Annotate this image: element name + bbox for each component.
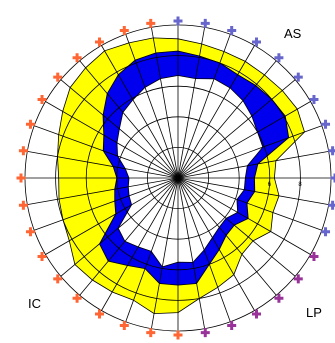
spoke-13 (177, 177, 296, 277)
spoke-14 (177, 177, 277, 296)
marker-as-3 (252, 37, 261, 47)
spoke-1 (177, 27, 205, 179)
marker-as-6 (309, 95, 319, 104)
spoke-33 (101, 45, 179, 179)
marker-as-2 (227, 25, 237, 35)
spoke-11 (177, 177, 322, 231)
spoke-35 (151, 27, 179, 179)
marker-ic-5 (53, 274, 63, 284)
marker-as-0 (173, 16, 183, 26)
marker-as-7 (321, 119, 331, 129)
marker-ic-7 (25, 227, 35, 237)
spoke-16 (177, 177, 231, 322)
marker-ic-10 (18, 146, 28, 156)
spoke-10 (177, 177, 329, 205)
marker-ic-6 (37, 252, 47, 261)
spoke-23 (60, 177, 179, 277)
spoke-28 (27, 151, 179, 179)
region-label-ic: IC (28, 296, 41, 311)
spoke-22 (79, 177, 179, 296)
spoke-20 (125, 177, 179, 322)
marker-as-10 (328, 200, 335, 210)
spoke-29 (34, 125, 179, 179)
marker-ic-12 (37, 95, 47, 104)
marker-ic-16 (119, 25, 129, 35)
marker-ic-11 (25, 119, 35, 129)
tick-label-1: 8 (298, 182, 302, 188)
spoke-7 (177, 125, 322, 179)
marker-ic-9 (16, 173, 26, 183)
spoke-2 (177, 34, 231, 179)
spoke-17 (177, 177, 205, 329)
axis-markers (16, 16, 335, 340)
spoke-19 (151, 177, 179, 329)
marker-ic-0 (173, 330, 183, 340)
spoke-25 (34, 177, 179, 231)
marker-ic-14 (72, 53, 82, 63)
marker-ic-13 (53, 72, 63, 82)
spoke-21 (101, 177, 179, 311)
marker-ic-15 (95, 37, 104, 47)
spoke-4 (177, 60, 277, 179)
marker-ic-8 (18, 200, 28, 210)
spoke-3 (177, 45, 255, 179)
marker-lp-2 (274, 293, 284, 303)
marker-lp-3 (252, 309, 261, 319)
spoke-26 (27, 177, 179, 205)
region-label-as: AS (284, 26, 302, 41)
marker-ic-1 (146, 328, 156, 338)
spoke-15 (177, 177, 255, 311)
spoke-5 (177, 79, 296, 179)
marker-as-11 (321, 227, 331, 237)
marker-lp-5 (200, 328, 210, 338)
marker-ic-17 (146, 18, 156, 28)
spoke-34 (125, 34, 179, 179)
spoke-6 (177, 101, 311, 179)
marker-lp-1 (293, 274, 303, 284)
spoke-32 (79, 60, 179, 179)
marker-as-8 (328, 146, 335, 156)
marker-ic-2 (119, 321, 129, 331)
marker-as-1 (200, 18, 210, 28)
spoke-8 (177, 151, 329, 179)
marker-ic-3 (95, 309, 104, 319)
region-label-lp: LP (306, 305, 322, 320)
spoke-31 (60, 79, 179, 179)
marker-ic-4 (72, 293, 82, 303)
marker-lp-0 (309, 252, 319, 261)
polar-grid (24, 24, 332, 332)
marker-as-5 (293, 72, 303, 82)
tick-label-0: 6 (268, 182, 272, 188)
spoke-12 (177, 177, 311, 255)
marker-as-4 (274, 53, 284, 63)
marker-lp-4 (227, 321, 237, 331)
spoke-24 (45, 177, 179, 255)
marker-as-9 (330, 173, 335, 183)
spoke-30 (45, 101, 179, 179)
